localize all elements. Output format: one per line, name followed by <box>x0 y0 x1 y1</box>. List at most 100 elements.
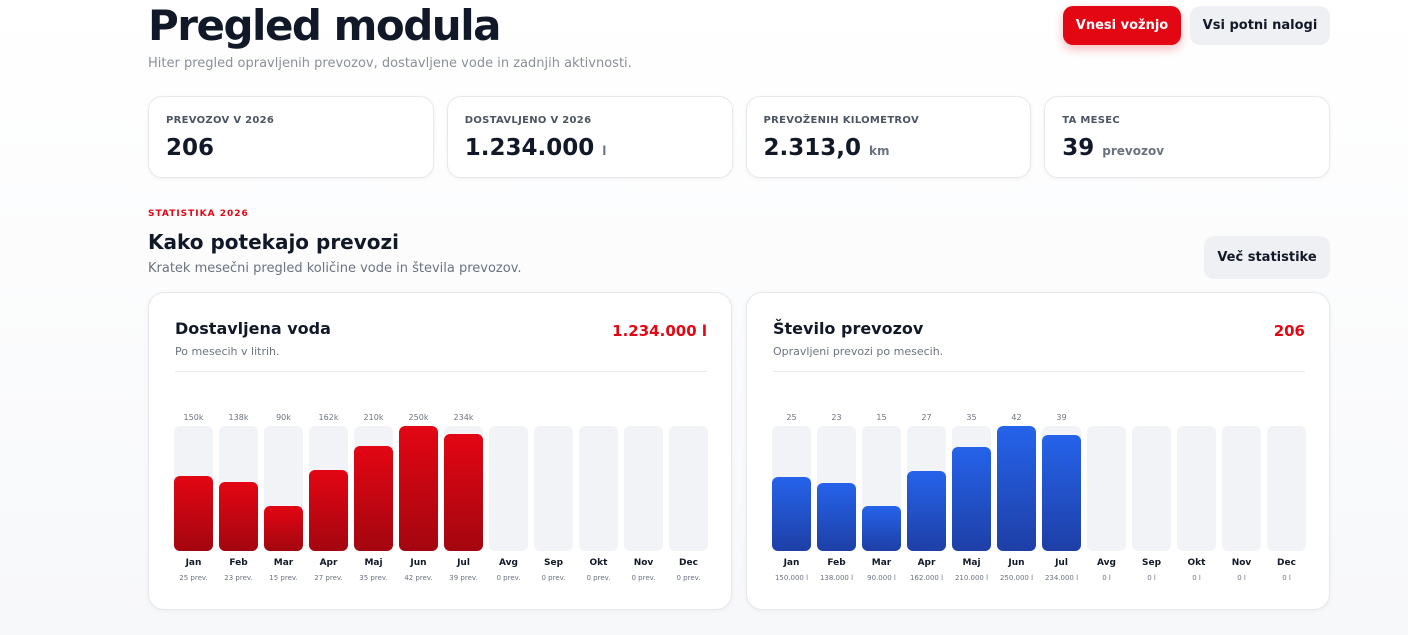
bar-column-maj: 210k Maj 35 prev. <box>354 405 393 585</box>
bar-area: 25 Jan 150.000 l 23 Feb 138.000 l 15 Mar 90.000 … <box>772 405 1308 585</box>
bar-month-label: Mar <box>273 558 294 568</box>
chart-total: 206 <box>1273 322 1305 340</box>
bar-track <box>624 426 663 551</box>
bar-sub-label: 35 prev. <box>359 574 388 582</box>
bar-track <box>444 426 483 551</box>
bar-month-label: Maj <box>962 558 981 568</box>
bar-sub-label: 150.000 l <box>774 574 809 582</box>
bar-sub-label: 90.000 l <box>867 574 896 582</box>
bar-sub-label: 0 prev. <box>541 574 566 582</box>
bar-track <box>309 426 348 551</box>
bar-track <box>952 426 991 551</box>
bar-sub-label: 0 prev. <box>676 574 701 582</box>
bar <box>399 426 438 551</box>
bar-column-nov: Nov 0 l <box>1222 405 1261 585</box>
bar-column-maj: 35 Maj 210.000 l <box>952 405 991 585</box>
bar <box>174 476 213 551</box>
water-delivered-chart: Dostavljena voda Po mesecih v litrih. 1.… <box>148 292 732 610</box>
bar <box>772 477 811 551</box>
bar-month-label: Sep <box>1141 558 1162 568</box>
stat-label: PREVOŽENIH KILOMETROV <box>763 115 920 126</box>
bar <box>862 506 901 551</box>
bar-value-label: 162k <box>318 413 339 422</box>
stat-label: PREVOZOV V 2026 <box>166 115 275 126</box>
bar-sub-label: 0 l <box>1282 574 1291 582</box>
stat-label: TA MESEC <box>1062 115 1121 126</box>
bar-column-sep: Sep 0 prev. <box>534 405 573 585</box>
bar-column-feb: 23 Feb 138.000 l <box>817 405 856 585</box>
more-statistics-button[interactable]: Več statistike <box>1204 236 1330 279</box>
bar-column-jul: 234k Jul 39 prev. <box>444 405 483 585</box>
bar-value-label: 15 <box>876 413 887 422</box>
bar-column-nov: Nov 0 prev. <box>624 405 663 585</box>
bar-sub-label: 39 prev. <box>449 574 478 582</box>
bar-track <box>997 426 1036 551</box>
bar-value-label: 35 <box>966 413 977 422</box>
bar-track <box>1042 426 1081 551</box>
bar <box>309 470 348 551</box>
bar-area: 150k Jan 25 prev. 138k Feb 23 prev. 90k Mar 15 p… <box>174 405 710 585</box>
add-ride-button[interactable]: Vnesi vožnjo <box>1063 6 1181 45</box>
bar-month-label: Mar <box>871 558 892 568</box>
bar-month-label: Okt <box>589 558 608 568</box>
bar-column-avg: Avg 0 prev. <box>489 405 528 585</box>
bar-month-label: Jun <box>410 558 427 568</box>
bar-track <box>907 426 946 551</box>
bar-month-label: Dec <box>679 558 698 568</box>
bar-column-dec: Dec 0 l <box>1267 405 1306 585</box>
bar-month-label: Feb <box>229 558 248 568</box>
bar-month-label: Jan <box>185 558 202 568</box>
bar-column-mar: 15 Mar 90.000 l <box>862 405 901 585</box>
bar-track <box>489 426 528 551</box>
stat-card-rides: PREVOZOV V 2026 206 <box>148 96 434 178</box>
bar-column-jun: 42 Jun 250.000 l <box>997 405 1036 585</box>
bar-month-label: Sep <box>543 558 564 568</box>
stat-value: 206 <box>166 135 215 161</box>
chart-subtitle: Opravljeni prevozi po mesecih. <box>773 345 944 358</box>
bar-column-feb: 138k Feb 23 prev. <box>219 405 258 585</box>
bar-sub-label: 162.000 l <box>909 574 944 582</box>
bar-column-avg: Avg 0 l <box>1087 405 1126 585</box>
chart-title: Število prevozov <box>773 319 924 338</box>
bar-month-label: Okt <box>1187 558 1206 568</box>
ride-count-chart: Število prevozov Opravljeni prevozi po m… <box>746 292 1330 610</box>
bar-track <box>1222 426 1261 551</box>
bar <box>264 506 303 551</box>
bar <box>997 426 1036 551</box>
bar <box>907 471 946 551</box>
stat-unit: l <box>602 144 607 158</box>
bar-track <box>1177 426 1216 551</box>
bar-track <box>1087 426 1126 551</box>
stat-value: 39 <box>1062 135 1095 161</box>
bar <box>817 483 856 551</box>
bar-column-okt: Okt 0 prev. <box>579 405 618 585</box>
bar-month-label: Jun <box>1008 558 1025 568</box>
bar-value-label: 23 <box>831 413 842 422</box>
chart-subtitle: Po mesecih v litrih. <box>175 345 280 358</box>
bar-sub-label: 210.000 l <box>954 574 989 582</box>
bar-month-label: Nov <box>1231 558 1252 568</box>
bar-column-jan: 150k Jan 25 prev. <box>174 405 213 585</box>
bar-month-label: Jul <box>1055 558 1068 568</box>
stats-row: PREVOZOV V 2026 206 DOSTAVLJENO V 2026 1… <box>148 96 1330 178</box>
bar-sub-label: 23 prev. <box>224 574 253 582</box>
bar-month-label: Dec <box>1277 558 1296 568</box>
all-travel-orders-button[interactable]: Vsi potni nalogi <box>1190 6 1330 45</box>
bar-track <box>862 426 901 551</box>
section-eyebrow: STATISTIKA 2026 <box>148 209 249 219</box>
bar-track <box>1267 426 1306 551</box>
bar-month-label: Jul <box>457 558 470 568</box>
bar-track <box>669 426 708 551</box>
bar-track <box>1132 426 1171 551</box>
bar-sub-label: 27 prev. <box>314 574 343 582</box>
bar-value-label: 150k <box>183 413 204 422</box>
bar-track <box>772 426 811 551</box>
bar-month-label: Maj <box>364 558 383 568</box>
stat-card-kilometers: PREVOŽENIH KILOMETROV 2.313,0 km <box>745 96 1032 178</box>
section-title: Kako potekajo prevozi <box>148 230 400 254</box>
bar-value-label: 90k <box>276 413 291 422</box>
bar-track <box>264 426 303 551</box>
bar-sub-label: 0 l <box>1192 574 1201 582</box>
stat-value: 1.234.000 <box>464 135 595 161</box>
stat-card-delivered: DOSTAVLJENO V 2026 1.234.000 l <box>446 96 733 178</box>
